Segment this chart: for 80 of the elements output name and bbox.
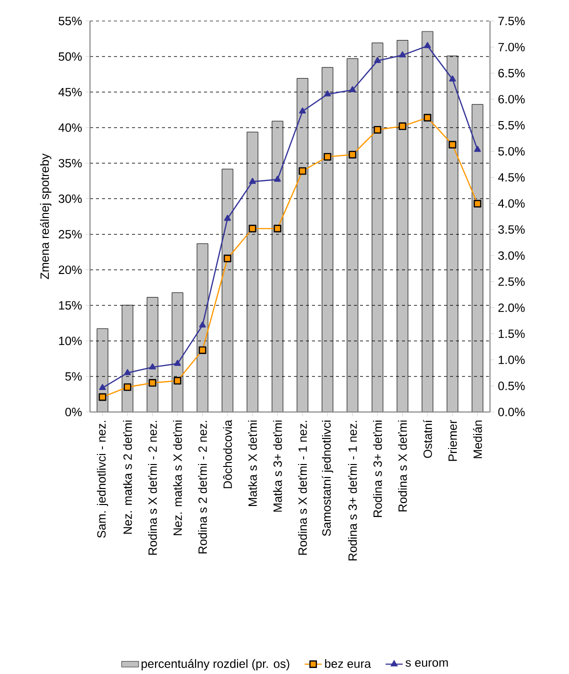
y2-tick-label: 0.5% [498, 382, 525, 390]
y-tick-label: 45% [58, 88, 82, 96]
point [374, 126, 382, 134]
y2-tick-label: 5.0% [498, 147, 525, 156]
x-tick-label: Nez. matka s X deťmi [173, 420, 182, 536]
y-tick-label: 25% [58, 230, 82, 239]
point [424, 114, 432, 122]
point [398, 122, 406, 130]
x-tick-label: Matka s 3+ deťmi [273, 420, 282, 512]
point [374, 57, 381, 64]
point [149, 363, 156, 370]
point [324, 152, 332, 161]
x-tick-label: Rodina s X deťmi - 1 nez. [298, 420, 307, 555]
y-axis-title: Zmena reálnej spotreby [40, 154, 52, 280]
point [224, 214, 231, 221]
y2-tick-label: 6.0% [498, 94, 525, 104]
y-tick-label: 35% [58, 158, 82, 168]
y2-tick-label: 7.0% [498, 42, 525, 52]
point [399, 51, 406, 58]
point [274, 176, 281, 182]
x-tick-label: Matka s X deťmi [248, 420, 257, 506]
y2-tick-label: 0.0% [498, 408, 525, 416]
y2-tick-label: 1.5% [498, 330, 525, 338]
x-tick-label: Dôchodcovia [223, 420, 232, 488]
y2-tick-label: 2.0% [498, 303, 525, 312]
point [124, 383, 132, 391]
y-tick-label: 20% [58, 266, 82, 274]
x-tick-label: Medián [473, 420, 482, 458]
x-tick-label: Rodina s X deťmi - 2 nez. [148, 420, 157, 555]
point [474, 146, 481, 152]
x-tick-label: Sam. jednotlivci - nez. [96, 420, 108, 538]
x-tick-label: Nez. matka s 2 deťmi [123, 420, 132, 534]
y2-tick-label: 1.0% [498, 356, 525, 364]
point [224, 254, 232, 262]
y-tick-label: 30% [58, 194, 82, 203]
x-tick-label: Rodina s 2 deťmi - 2 nez. [198, 420, 207, 554]
point [274, 224, 282, 232]
point [174, 376, 182, 385]
point [124, 369, 131, 376]
y-tick-label: 0% [65, 408, 82, 416]
point [449, 75, 456, 82]
y2-tick-label: 4.0% [498, 199, 525, 208]
y2-tick-label: 2.5% [498, 277, 525, 286]
point [174, 360, 181, 366]
point [348, 150, 356, 158]
y2-tick-label: 5.5% [498, 121, 525, 130]
point [448, 140, 456, 148]
y-tick-label: 10% [59, 336, 82, 346]
x-tick-label: Rodina s 3+ deťmi [373, 420, 382, 518]
point [299, 107, 306, 114]
point [324, 90, 331, 96]
point [248, 224, 256, 232]
y2-tick-label: 6.5% [498, 68, 525, 78]
legend-label: s eurom [406, 660, 448, 667]
y2-tick-label: 7.5% [498, 16, 525, 26]
point [199, 321, 206, 328]
x-tick-label: Priemer [448, 420, 457, 461]
x-tick-label: Ostatní [423, 420, 432, 458]
y-tick-label: 5% [65, 372, 82, 381]
point [424, 42, 431, 48]
y-tick-label: 40% [58, 123, 82, 132]
point [474, 200, 482, 208]
x-tick-label: Samostatní jednotlivci [322, 420, 334, 536]
legend-label: bez eura [325, 659, 371, 668]
x-tick-label: Rodina s 3+ deťmi - 1 nez. [348, 420, 357, 560]
y2-tick-label: 3.5% [498, 225, 525, 234]
point [198, 346, 206, 354]
point [298, 167, 306, 175]
y-tick-label: 15% [59, 301, 82, 310]
y2-tick-label: 4.5% [498, 173, 525, 182]
point [249, 178, 256, 184]
y2-tick-label: 3.0% [498, 251, 525, 260]
point [349, 86, 356, 92]
legend-label: percentuálny rozdiel (pr. os) [142, 659, 290, 670]
point [148, 379, 156, 387]
point [98, 393, 106, 401]
y-tick-label: 50% [58, 52, 82, 61]
y-tick-label: 55% [58, 16, 82, 26]
point [99, 384, 106, 390]
x-tick-label: Rodina s X deťmi [398, 420, 407, 512]
